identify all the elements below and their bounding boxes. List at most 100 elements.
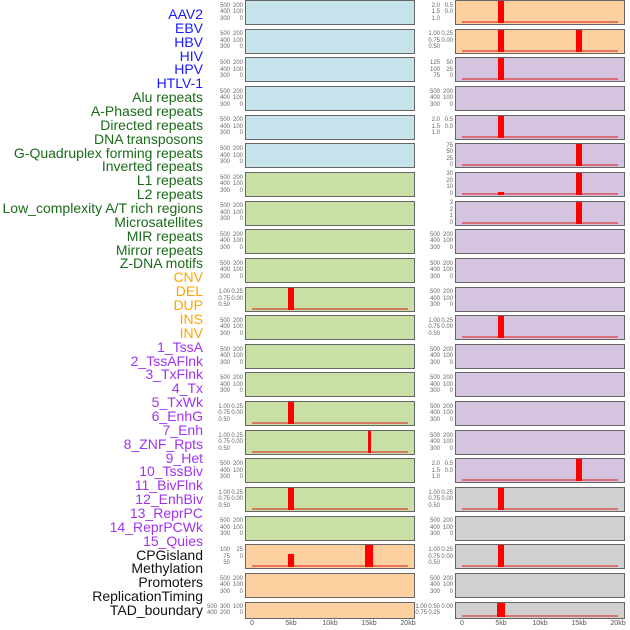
y-tick-label: 0.50 xyxy=(428,44,440,51)
y-tick-label: 125 xyxy=(429,60,440,67)
track-label: AAV2 xyxy=(168,6,203,22)
y-tick-label: 0 xyxy=(239,15,243,22)
y-tick-label: 400 xyxy=(219,582,230,589)
y-tick-label: 300 xyxy=(429,359,440,366)
y-tick-label: 400 xyxy=(429,95,440,102)
y-tick-label: 0 xyxy=(449,359,453,366)
y-tick-label: 400 xyxy=(219,467,230,474)
y-tick-label: 300 xyxy=(429,531,440,538)
y-tick-label: 200 xyxy=(232,88,243,95)
y-tick-label: 200 xyxy=(232,203,243,210)
y-tick-label: 500 xyxy=(429,346,440,353)
data-bar xyxy=(287,553,295,568)
y-tick-label: 0.75 xyxy=(218,496,230,503)
y-tick-label: 0.25 xyxy=(231,403,243,410)
track-panel xyxy=(245,286,415,312)
y-tick-label: 100 xyxy=(232,267,243,274)
x-tick-label: 5kb xyxy=(285,620,297,627)
baseline xyxy=(462,164,618,167)
track-panel xyxy=(245,372,415,398)
y-tick-label: 500 xyxy=(429,375,440,382)
y-tick-label: 50 xyxy=(446,149,453,156)
y-tick-label: 100 xyxy=(232,123,243,130)
y-tick-label: 200 xyxy=(232,575,243,582)
x-tick-label: 20kb xyxy=(400,620,416,627)
track-label: 5_TxWk xyxy=(151,394,203,411)
y-tick-label: 0.50 xyxy=(428,502,440,509)
y-tick-label: 100 xyxy=(429,66,440,73)
y-tick-label: 0 xyxy=(449,219,453,226)
data-bar xyxy=(365,545,373,568)
y-tick-label: 0 xyxy=(449,531,453,538)
y-tick-label: 50 xyxy=(223,560,230,567)
y-tick-label: 200 xyxy=(232,231,243,238)
y-tick-label: 0.0 xyxy=(444,123,453,130)
track-label: 12_EnhBiv xyxy=(135,491,203,508)
baseline xyxy=(462,508,618,511)
data-bar xyxy=(287,402,295,425)
y-tick-label: 1.5 xyxy=(431,9,440,16)
y-tick-label: 0.25 xyxy=(428,610,440,617)
y-tick-label: 0 xyxy=(449,302,453,309)
baseline xyxy=(462,614,618,617)
y-tick-label: 0 xyxy=(449,101,453,108)
track-panel xyxy=(245,143,415,169)
y-tick-label: 100 xyxy=(442,524,453,531)
data-bar xyxy=(575,29,583,52)
y-tick-label: 400 xyxy=(219,95,230,102)
y-tick-label: 0 xyxy=(239,101,243,108)
track-label: TAD_boundary xyxy=(109,601,203,618)
y-tick-label: 300 xyxy=(219,474,230,481)
y-tick-label: 200 xyxy=(232,260,243,267)
track-label: L2 repeats xyxy=(136,186,203,203)
y-tick-label: 400 xyxy=(219,267,230,274)
track-panel xyxy=(245,229,415,255)
y-tick-label: 1.5 xyxy=(431,123,440,130)
y-tick-label: 0.00 xyxy=(231,295,243,302)
y-tick-label: 500 xyxy=(206,603,217,610)
data-bar xyxy=(575,201,583,224)
y-tick-label: 100 xyxy=(232,152,243,159)
y-tick-label: 500 xyxy=(429,432,440,439)
y-tick-label: 100 xyxy=(442,439,453,445)
y-tick-label: 100 xyxy=(442,295,453,302)
y-tick-label: 500 xyxy=(219,117,230,124)
y-tick-label: 200 xyxy=(232,117,243,124)
y-tick-label: 1.00 xyxy=(218,403,230,410)
y-tick-label: 400 xyxy=(219,381,230,388)
baseline xyxy=(462,192,618,195)
y-tick-label: 100 xyxy=(232,181,243,188)
y-tick-label: 500 xyxy=(219,518,230,525)
track-panel xyxy=(245,200,415,226)
y-tick-label: 100 xyxy=(232,603,243,610)
y-tick-label: 500 xyxy=(219,575,230,582)
y-tick-label: 1.00 xyxy=(218,289,230,296)
baseline xyxy=(462,21,618,23)
y-tick-label: 0 xyxy=(239,187,243,194)
y-tick-label: 200 xyxy=(442,231,453,238)
y-tick-label: 30 xyxy=(446,171,453,178)
y-tick-label: 200 xyxy=(442,518,453,525)
track-label: G-Quadruplex forming repeats xyxy=(13,144,203,161)
y-tick-label: 500 xyxy=(219,346,230,353)
y-tick-label: 0.00 xyxy=(231,496,243,503)
data-bar xyxy=(496,602,506,617)
y-tick-label: 500 xyxy=(429,518,440,525)
track-label: DNA transposons xyxy=(94,130,203,147)
y-tick-label: 1.00 xyxy=(428,489,440,496)
y-tick-label: 400 xyxy=(219,524,230,531)
track-label: 9_Het xyxy=(165,449,203,466)
data-bar xyxy=(498,115,504,138)
y-tick-label: 0.00 xyxy=(231,410,243,417)
y-tick-label: 400 xyxy=(429,410,440,417)
y-tick-label: 0.5 xyxy=(444,2,453,9)
y-tick-label: 0 xyxy=(449,445,453,452)
data-bar xyxy=(497,29,505,52)
track-panel xyxy=(455,286,625,312)
y-tick-label: 200 xyxy=(442,403,453,410)
y-tick-label: 1.0 xyxy=(431,130,440,137)
y-tick-label: 0.0 xyxy=(444,467,453,474)
y-tick-label: 400 xyxy=(429,524,440,531)
y-tick-label: 2.0 xyxy=(431,461,440,468)
track-label: Inverted repeats xyxy=(101,158,203,175)
